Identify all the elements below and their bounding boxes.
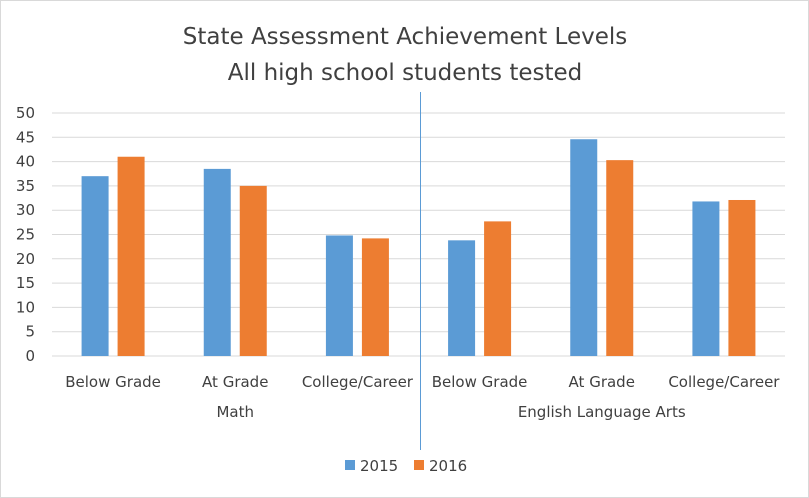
chart-subtitle: All high school students tested — [228, 60, 582, 86]
gridlines — [52, 112, 785, 357]
legend-label: 2015 — [360, 457, 398, 475]
y-tick-label: 10 — [16, 298, 35, 316]
y-tick-label: 0 — [25, 347, 35, 365]
bar-2015-0 — [81, 176, 109, 356]
bar-2016-4 — [606, 160, 634, 356]
x-group-label: English Language Arts — [518, 403, 686, 421]
y-axis-ticks: 0 5 10 15 20 25 30 35 40 45 50 — [16, 104, 35, 365]
bar-2015-3 — [448, 240, 476, 356]
x-category-label: Below Grade — [65, 373, 161, 391]
x-axis-categories: Below Grade At Grade College/Career Below G… — [65, 373, 780, 391]
x-group-label: Math — [216, 403, 254, 421]
bar-2015-5 — [692, 201, 720, 356]
bar-2016-1 — [239, 185, 267, 356]
bar-2015-2 — [325, 235, 353, 356]
x-category-label: Below Grade — [432, 373, 528, 391]
y-tick-label: 25 — [16, 226, 35, 244]
bar-2016-3 — [484, 221, 512, 356]
x-category-label: College/Career — [668, 373, 780, 391]
legend-label: 2016 — [429, 457, 467, 475]
x-category-label: At Grade — [202, 373, 268, 391]
bars — [81, 139, 756, 356]
bar-2015-1 — [203, 168, 231, 356]
y-tick-label: 45 — [16, 128, 35, 146]
chart-title: State Assessment Achievement Levels — [183, 24, 627, 50]
bar-2016-2 — [361, 238, 389, 356]
legend: 2015 2016 — [345, 457, 467, 475]
bar-2016-0 — [117, 156, 145, 356]
y-tick-label: 30 — [16, 201, 35, 219]
y-tick-label: 50 — [16, 104, 35, 122]
y-tick-label: 40 — [16, 153, 35, 171]
bar-2015-4 — [570, 139, 598, 356]
y-tick-label: 35 — [16, 177, 35, 195]
x-axis-groups: Math English Language Arts — [216, 403, 685, 421]
x-category-label: College/Career — [302, 373, 414, 391]
y-tick-label: 5 — [25, 323, 35, 341]
legend-swatch-2015 — [345, 460, 355, 470]
bar-2016-5 — [728, 199, 756, 356]
y-tick-label: 20 — [16, 250, 35, 268]
x-category-label: At Grade — [569, 373, 635, 391]
y-tick-label: 15 — [16, 274, 35, 292]
legend-swatch-2016 — [414, 460, 424, 470]
